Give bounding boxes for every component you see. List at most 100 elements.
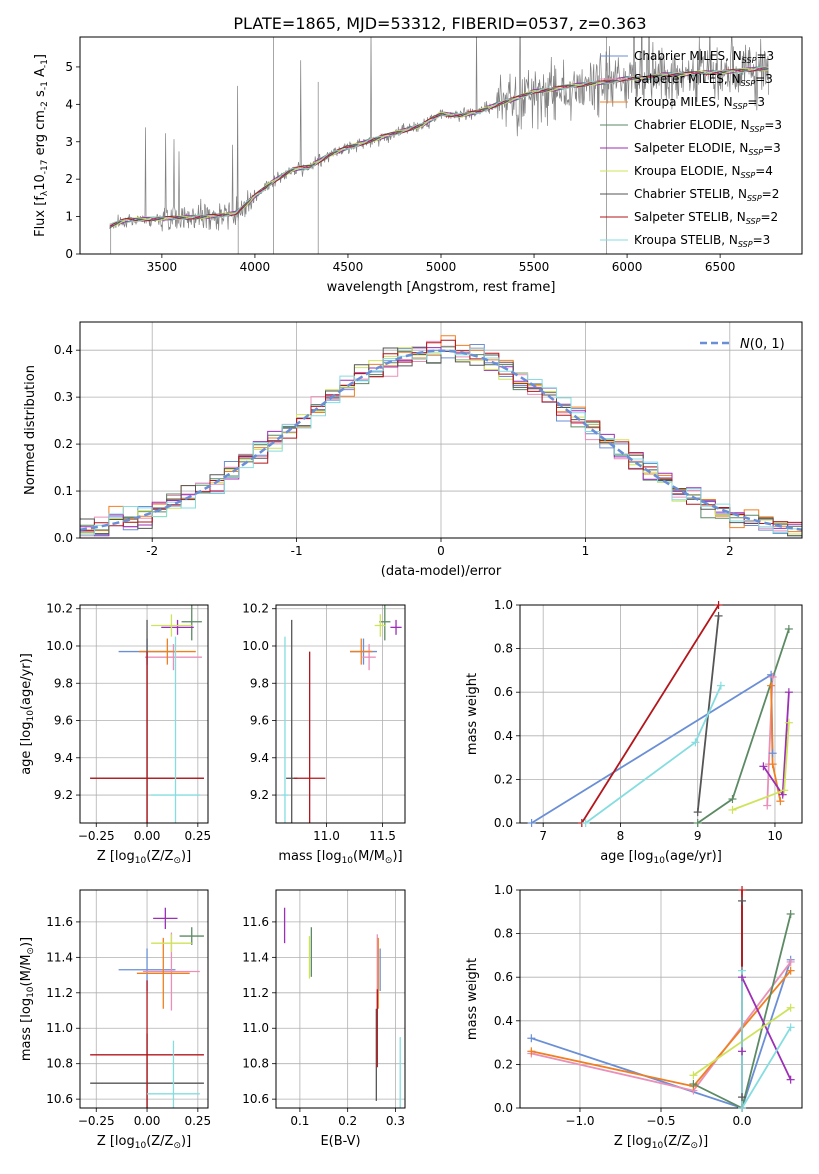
- plot-residuals: -2 -1 0 1 2 0.0 0.1 0.2 0.3 0.4 (data-model)/error…: [23, 321, 803, 579]
- x-axis-label: age [log10(age/yr)]: [600, 849, 722, 866]
- x-tick-label: −0.25: [78, 829, 115, 843]
- x-tick-label: -1: [291, 544, 303, 558]
- y-tick-label: 11.6: [242, 915, 269, 929]
- plot-frame: [79, 36, 803, 255]
- x-tick-label: 0.25: [184, 829, 211, 843]
- x-tick-label: 6000: [612, 260, 643, 274]
- y-tick-label: 10.6: [46, 1092, 73, 1106]
- x-tick-label: 6500: [705, 260, 736, 274]
- legend-entry: Chabrier MILES, NSSP=3: [634, 49, 774, 65]
- y-tick-label: 11.0: [242, 1021, 269, 1035]
- x-axis-label: (data-model)/error: [381, 564, 502, 579]
- legend-entry: Salpeter ELODIE, NSSP=3: [634, 141, 781, 157]
- y-tick-label: 0.6: [494, 970, 513, 984]
- y-tick-label: 9.6: [54, 714, 73, 728]
- y-tick-label: 0.2: [54, 437, 73, 451]
- x-tick-label: 0.3: [386, 1114, 405, 1128]
- x-tick-label: 0.1: [290, 1114, 309, 1128]
- histogram-kroupa-stelib: [80, 347, 802, 536]
- x-tick-label: −0.5: [646, 1114, 675, 1128]
- spectrum-data-line: [109, 37, 769, 232]
- y-tick-label: 0.2: [494, 1057, 513, 1071]
- plot-area: [90, 907, 204, 1108]
- x-tick-label: 0.00: [134, 1114, 161, 1128]
- y-tick-label: 9.8: [54, 676, 73, 690]
- y-axis-label: mass weight: [465, 673, 480, 755]
- y-tick-label: 0.8: [494, 927, 513, 941]
- series-line: [693, 913, 792, 1108]
- x-tick-label: 0.0: [732, 1114, 751, 1128]
- plot-frame: [519, 604, 803, 824]
- x-axis-label: wavelength [Angstrom, rest frame]: [327, 280, 556, 295]
- x-axis-label: Z [log10(Z/Z⊙)]: [97, 849, 191, 866]
- plot-frame: [519, 889, 803, 1109]
- y-tick-label: 9.8: [250, 676, 269, 690]
- x-tick-label: 5000: [426, 260, 457, 274]
- y-tick-label: 9.4: [250, 751, 269, 765]
- x-tick-label: −0.25: [78, 1114, 115, 1128]
- y-tick-label: 0.4: [54, 343, 73, 357]
- x-tick-label: 0: [437, 544, 445, 558]
- figure-title: PLATE=1865, MJD=53312, FIBERID=0537, z=0…: [233, 14, 646, 33]
- y-tick-label: 0.0: [494, 1101, 513, 1115]
- series-line: [531, 959, 792, 1108]
- y-tick-label: 10.2: [242, 602, 269, 616]
- plot-massweight_vs_Z: −1.0 −0.5 0.0 0.0 0.2 0.4 0.6 0.8 1.0 Z [log10(Z/…: [465, 883, 803, 1151]
- series-line: [531, 673, 774, 823]
- y-tick-label: 11.0: [46, 1021, 73, 1035]
- y-axis-label: Flux [fλ10-17 erg cm-2 s-1 A-1]: [33, 54, 50, 237]
- x-tick-label: 5500: [519, 260, 550, 274]
- legend-entry: Salpeter MILES, NSSP=3: [634, 72, 773, 88]
- spectrum-legend: Chabrier MILES, NSSP=3 Salpeter MILES, NS…: [600, 49, 782, 249]
- x-tick-label: 0.00: [134, 829, 161, 843]
- x-axis-label: mass [log10(M/M⊙)]: [278, 849, 402, 866]
- y-tick-label: 0.3: [54, 390, 73, 404]
- y-tick-label: 10.0: [46, 639, 73, 653]
- legend-entry: Kroupa ELODIE, NSSP=4: [634, 164, 773, 180]
- legend-entry: Kroupa STELIB, NSSP=3: [634, 233, 770, 249]
- x-axis-label: Z [log10(Z/Z⊙)]: [97, 1134, 191, 1151]
- x-tick-label: 0.2: [338, 1114, 357, 1128]
- plot-area: [281, 605, 402, 823]
- y-axis-label: Normed distribution: [23, 365, 38, 495]
- plot-age_vs_mass: 11.0 11.5 9.2 9.4 9.6 9.8 10.0 10.2 mass [log10(…: [242, 602, 406, 866]
- y-tick-label: 0.6: [494, 685, 513, 699]
- histogram-salpeter-stelib: [80, 339, 802, 532]
- x-tick-label: 1: [582, 544, 590, 558]
- y-tick-label: 9.6: [250, 714, 269, 728]
- model-line: [109, 68, 769, 229]
- plot-frame: [79, 321, 803, 539]
- x-tick-label: −1.0: [565, 1114, 594, 1128]
- y-tick-label: 10.8: [46, 1057, 73, 1071]
- x-tick-label: 2: [726, 544, 734, 558]
- y-tick-label: 5: [65, 60, 73, 74]
- series-line: [585, 685, 722, 823]
- plot-frame: [275, 604, 406, 824]
- plot-area: [90, 605, 204, 823]
- y-tick-label: 1: [65, 210, 73, 224]
- y-tick-label: 1.0: [494, 598, 513, 612]
- plot-area: [80, 335, 802, 537]
- y-tick-label: 0.4: [494, 1014, 513, 1028]
- plot-frame: [275, 889, 406, 1109]
- plot-mass_vs_EBV: 0.1 0.2 0.3 10.6 10.8 11.0 11.2 11.4 11.6 E(B-V): [242, 889, 406, 1149]
- plot-frame: [79, 604, 209, 824]
- y-tick-label: 11.2: [46, 986, 73, 1000]
- x-tick-label: 9: [694, 829, 702, 843]
- plot-mass_vs_Z: −0.25 0.00 0.25 10.6 10.8 11.0 11.2 11.4 11.6 Z […: [19, 889, 211, 1151]
- y-tick-label: 9.2: [54, 788, 73, 802]
- legend-entry: Chabrier STELIB, NSSP=2: [634, 187, 779, 203]
- x-tick-label: 3500: [147, 260, 178, 274]
- x-tick-label: 4500: [333, 260, 364, 274]
- y-tick-label: 10.6: [242, 1092, 269, 1106]
- y-tick-label: 11.4: [242, 950, 269, 964]
- legend-entry: N(0, 1): [740, 337, 785, 352]
- y-axis-label: mass weight: [465, 958, 480, 1040]
- legend-entry: Chabrier ELODIE, NSSP=3: [634, 118, 782, 134]
- y-tick-label: 4: [65, 97, 73, 111]
- model-line: [109, 66, 769, 225]
- y-tick-label: 10.2: [46, 602, 73, 616]
- x-axis-label: E(B-V): [320, 1134, 360, 1149]
- x-tick-label: -2: [146, 544, 158, 558]
